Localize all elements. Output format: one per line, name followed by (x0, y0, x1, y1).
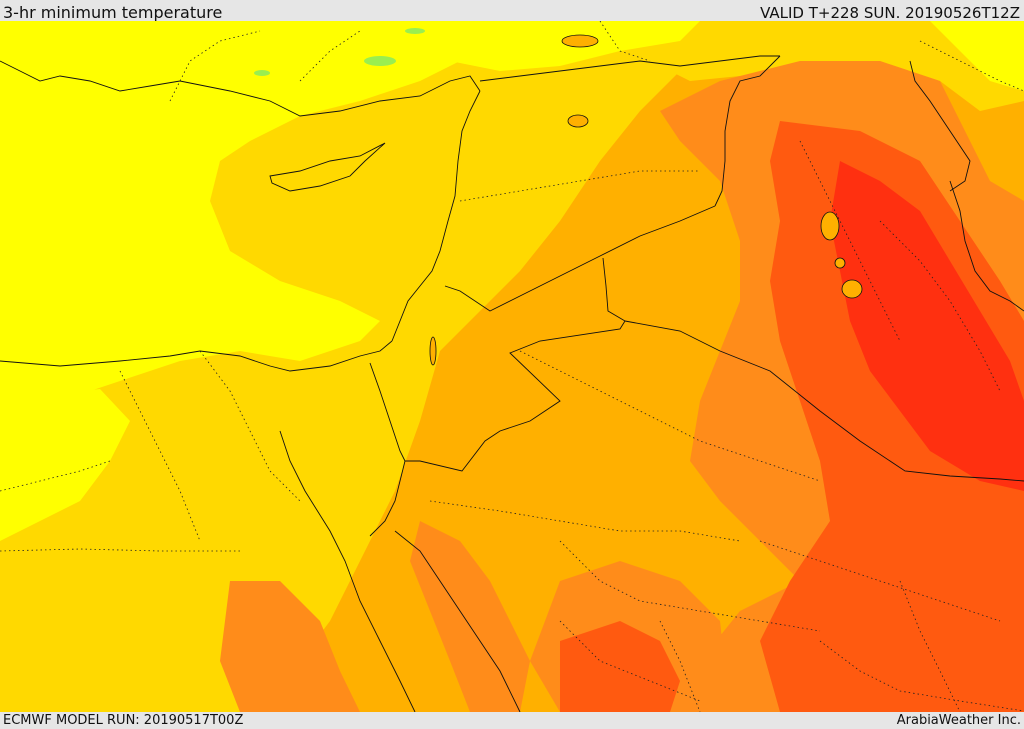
temp-redorange-basra (760, 121, 1024, 712)
temp-green-spot-1 (364, 56, 396, 66)
temp-green-spot-2 (254, 70, 270, 76)
temp-orange-sudan (220, 581, 360, 712)
temp-redorange-saudi (560, 621, 680, 712)
map-canvas (0, 21, 1024, 712)
temp-yellow-egypt-nw (0, 389, 130, 541)
model-run-label: ECMWF MODEL RUN: 20190517T00Z (3, 713, 244, 728)
country-borders (369, 55, 1024, 482)
map-title: 3-hr minimum temperature (3, 3, 223, 22)
temperature-map (0, 21, 1024, 712)
admin-boundaries (0, 21, 1024, 712)
temp-orange-redsea-east (410, 521, 530, 712)
temp-gold-levant (430, 161, 530, 271)
temp-yellow-med (0, 21, 520, 411)
coastlines (0, 60, 1024, 712)
valid-time: VALID T+228 SUN. 20190526T12Z (760, 4, 1020, 22)
temp-yellow-ne (930, 21, 1024, 91)
footer-bar: ECMWF MODEL RUN: 20190517T00Z ArabiaWeat… (0, 712, 1024, 729)
temp-red-core (830, 161, 1024, 491)
temp-green-spot-3 (405, 28, 425, 34)
lakes (429, 34, 863, 366)
credit-label: ArabiaWeather Inc. (896, 713, 1021, 728)
header-bar: 3-hr minimum temperature VALID T+228 SUN… (0, 0, 1024, 22)
